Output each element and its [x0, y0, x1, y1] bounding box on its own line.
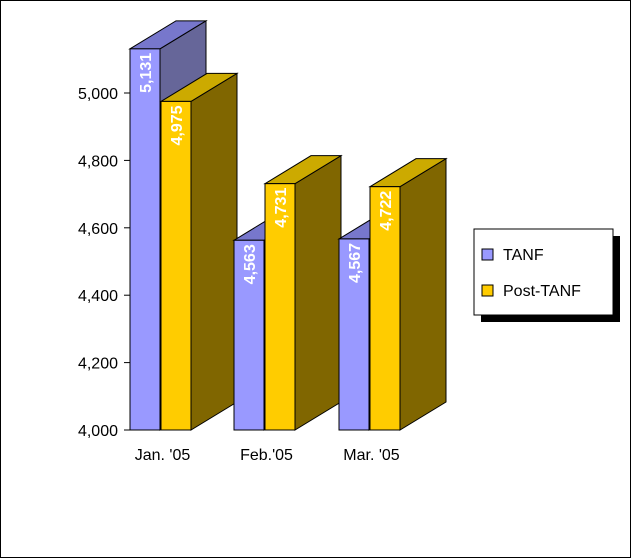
bar-side	[399, 157, 447, 431]
data-label: 4,567	[347, 243, 364, 283]
bar-post-tanf-3: 4,722	[368, 157, 448, 431]
bars: 5,131 4,975 4,563 4,731 4,567 4,722	[128, 19, 448, 431]
bar-post-tanf-2: 4,731	[263, 154, 343, 431]
bar-post-tanf-1: 4,975	[159, 72, 239, 431]
y-tick-label: 4,000	[78, 423, 118, 440]
legend: TANF Post-TANF	[473, 228, 620, 322]
legend-box	[473, 228, 614, 316]
bar-front	[369, 186, 401, 431]
legend-swatch-tanf	[481, 248, 494, 261]
data-label: 4,722	[378, 191, 395, 231]
data-label: 4,563	[242, 244, 259, 284]
legend-swatch-post-tanf	[481, 284, 494, 297]
y-axis: 4,000 4,200 4,400 4,600 4,800 5,000	[78, 86, 131, 440]
category-labels: Jan. '05 Feb.'05 Mar. '05	[135, 447, 400, 464]
y-tick-label: 4,800	[78, 153, 118, 170]
data-label: 4,975	[169, 105, 186, 145]
data-label: 4,731	[273, 188, 290, 228]
y-tick-label: 4,400	[78, 288, 118, 305]
category-label: Mar. '05	[343, 447, 400, 464]
category-label: Jan. '05	[135, 447, 191, 464]
category-label: Feb.'05	[240, 447, 293, 464]
legend-label-tanf: TANF	[503, 247, 544, 264]
bar-side	[294, 154, 342, 431]
bar-front	[129, 48, 161, 431]
bar-side	[190, 72, 238, 431]
bar-front	[233, 239, 265, 431]
y-tick-label: 5,000	[78, 86, 118, 103]
y-tick-label: 4,600	[78, 221, 118, 238]
data-label: 5,131	[138, 53, 155, 93]
y-tick-label: 4,200	[78, 356, 118, 373]
bar-front	[160, 100, 192, 431]
bar-front	[264, 183, 296, 431]
bar-front	[338, 238, 370, 431]
legend-label-post-tanf: Post-TANF	[503, 283, 581, 300]
